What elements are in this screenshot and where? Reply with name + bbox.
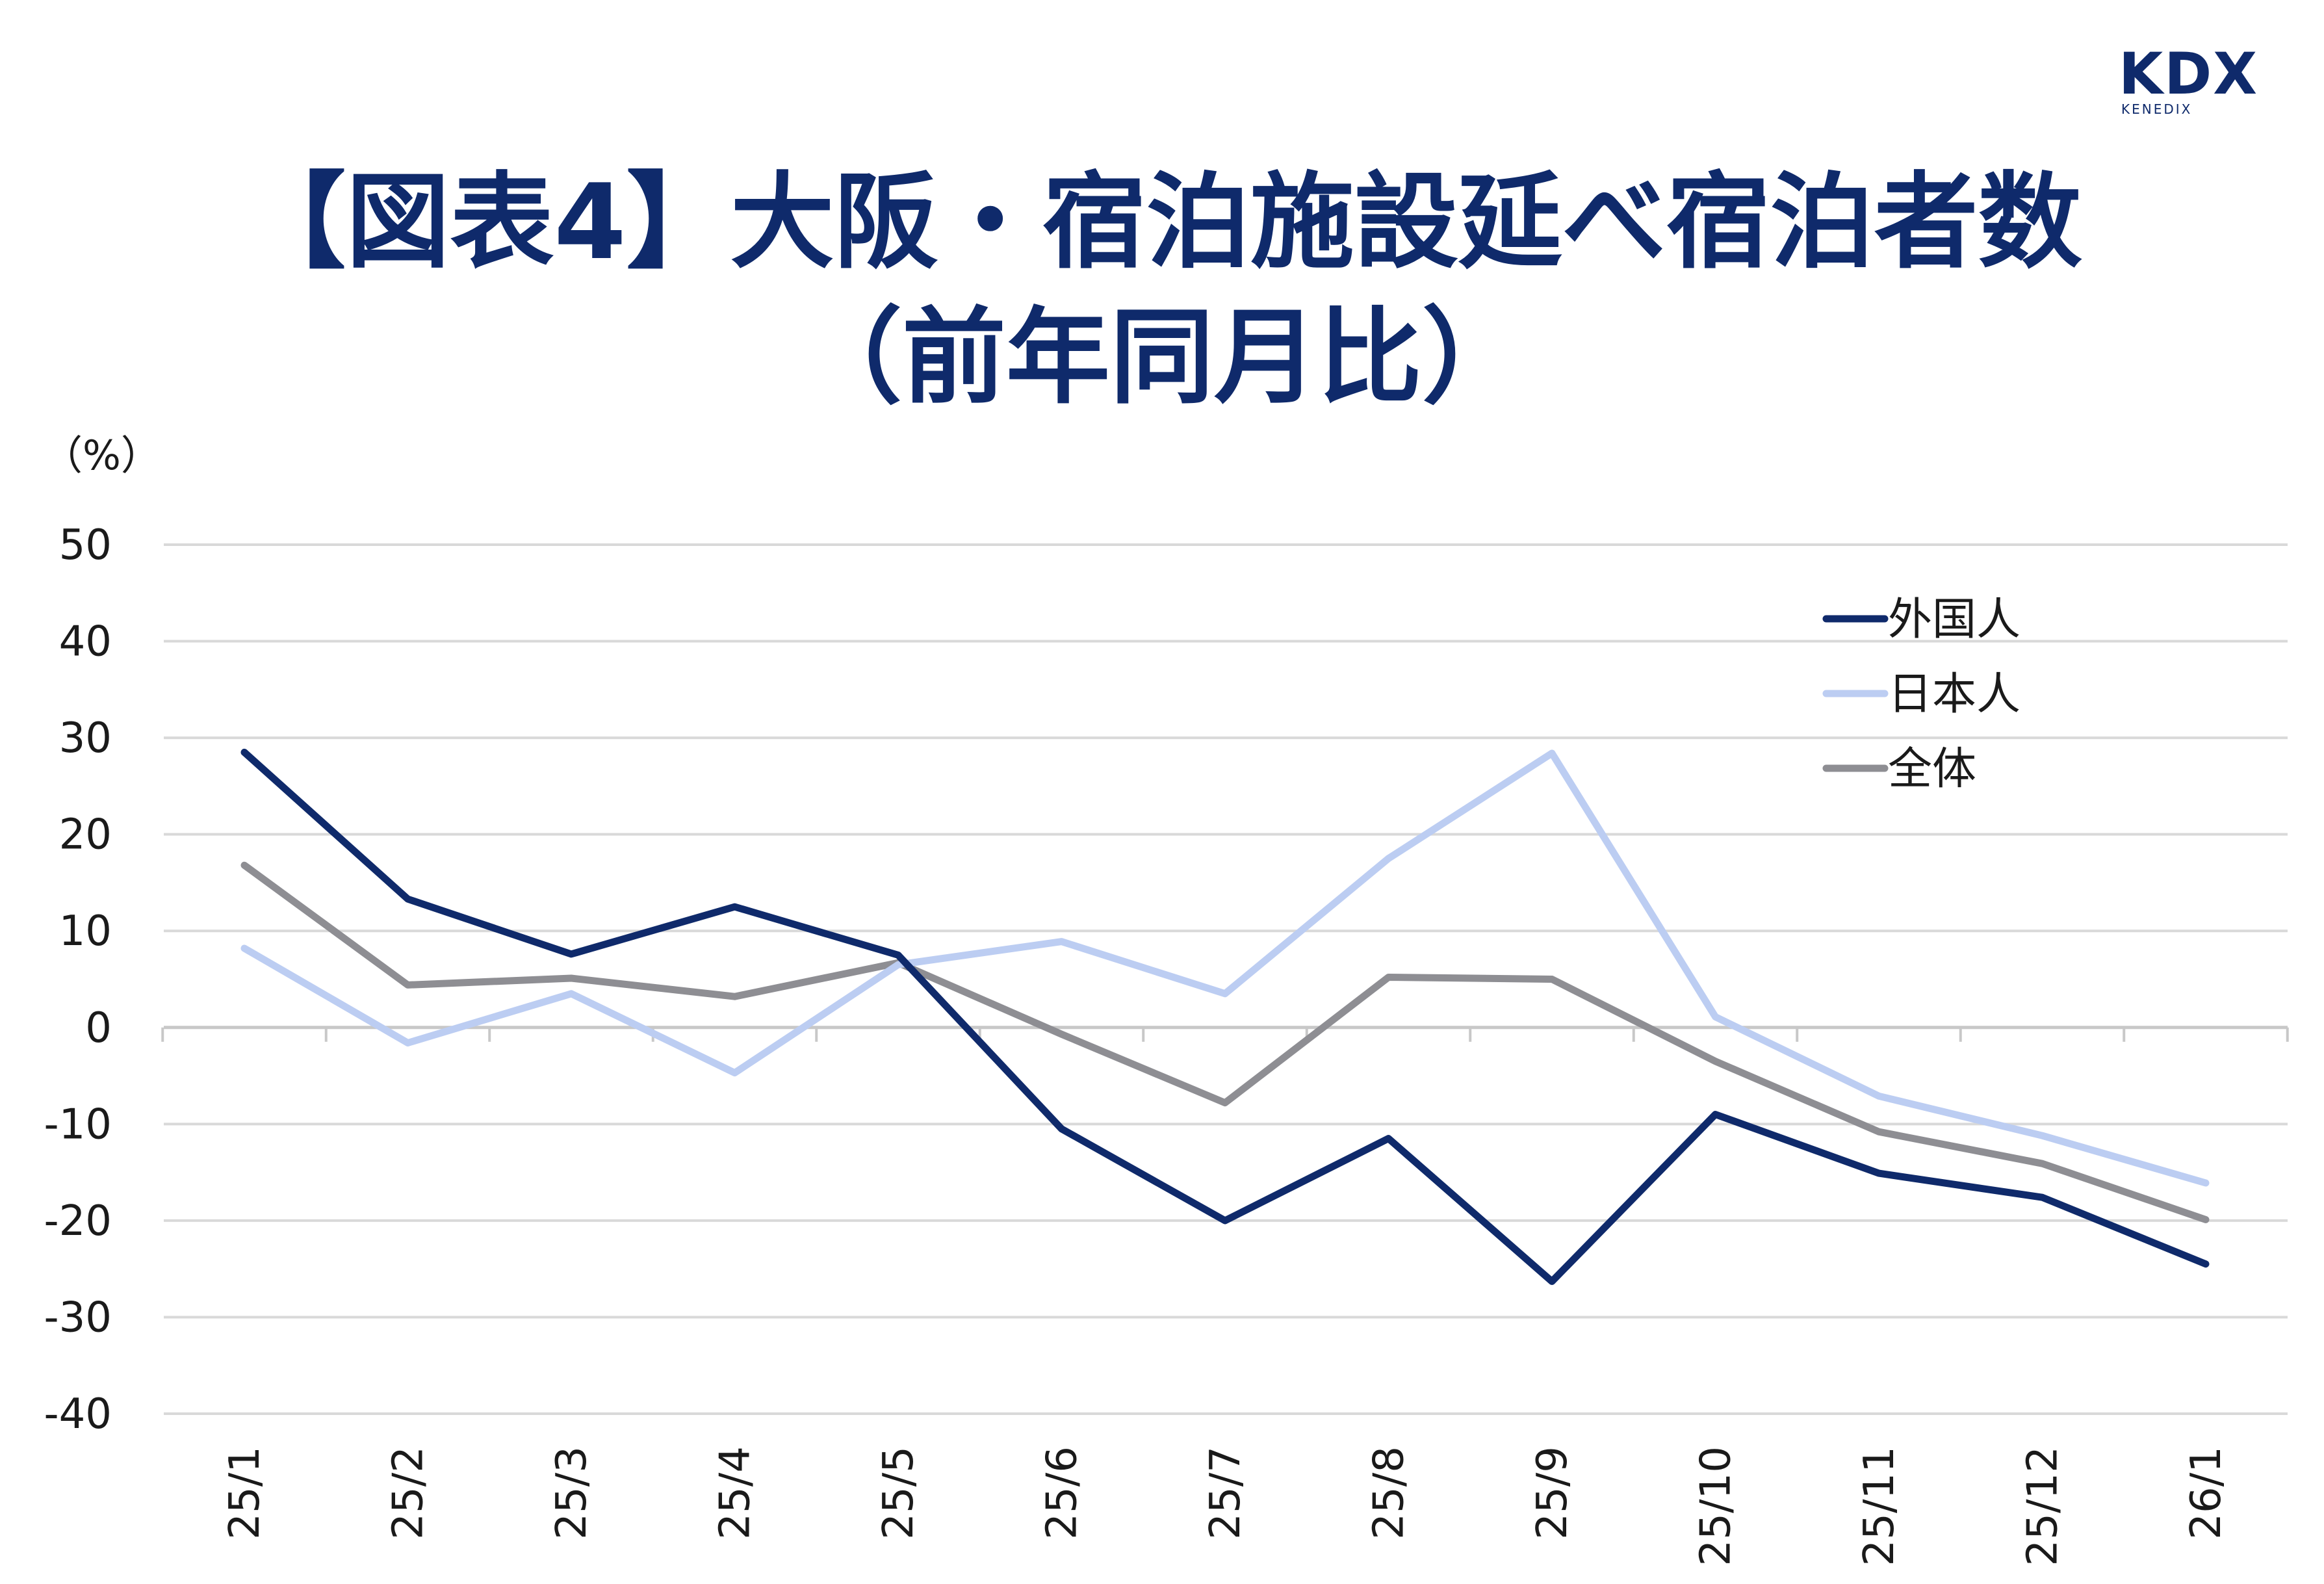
x-tick-label: 25/3 [548, 1446, 596, 1540]
y-tick-label: -20 [44, 1197, 112, 1245]
x-tick-label: 25/8 [1365, 1446, 1414, 1540]
chart-subtitle: （前年同月比） [797, 296, 1526, 418]
x-tick-label: 25/9 [1529, 1446, 1577, 1540]
logo-main-text: KDX [2119, 40, 2259, 107]
y-tick-label: 10 [59, 907, 112, 955]
series-line-1 [240, 748, 2210, 1285]
legend-label: 外国人 [1888, 594, 2021, 645]
legend-label: 全体 [1888, 744, 1976, 795]
x-tick-label: 25/4 [712, 1446, 760, 1540]
x-tick-label: 25/11 [1855, 1446, 1904, 1566]
y-tick-label: -40 [44, 1390, 112, 1438]
y-tick-label: 30 [59, 714, 112, 762]
y-tick-label: -10 [44, 1100, 112, 1149]
x-tick-label: 26/1 [2182, 1446, 2230, 1540]
x-tick-label: 25/10 [1692, 1446, 1740, 1566]
y-tick-label: 40 [59, 618, 112, 666]
logo-sub-text: KENEDIX [2121, 101, 2193, 117]
x-tick-label: 25/1 [221, 1446, 269, 1540]
y-tick-label: -30 [44, 1293, 112, 1342]
kdx-logo: KDX KENEDIX [2119, 45, 2288, 117]
y-unit-label: （%） [42, 432, 161, 479]
series-line-3 [240, 861, 2210, 1223]
x-tick-label: 25/12 [2019, 1446, 2067, 1566]
y-tick-label: 0 [85, 1004, 112, 1052]
y-tick-label: 50 [59, 521, 112, 569]
x-tick-label: 25/7 [1202, 1446, 1250, 1540]
legend-label: 日本人 [1888, 669, 2021, 720]
series-line-2 [240, 749, 2210, 1187]
x-tick-label: 25/2 [385, 1446, 433, 1540]
chart-title: 【図表4】大阪・宿泊施設延べ宿泊者数 [242, 161, 2082, 283]
x-tick-label: 25/5 [875, 1446, 923, 1540]
x-tick-label: 25/6 [1039, 1446, 1087, 1540]
y-tick-label: 20 [59, 811, 112, 859]
